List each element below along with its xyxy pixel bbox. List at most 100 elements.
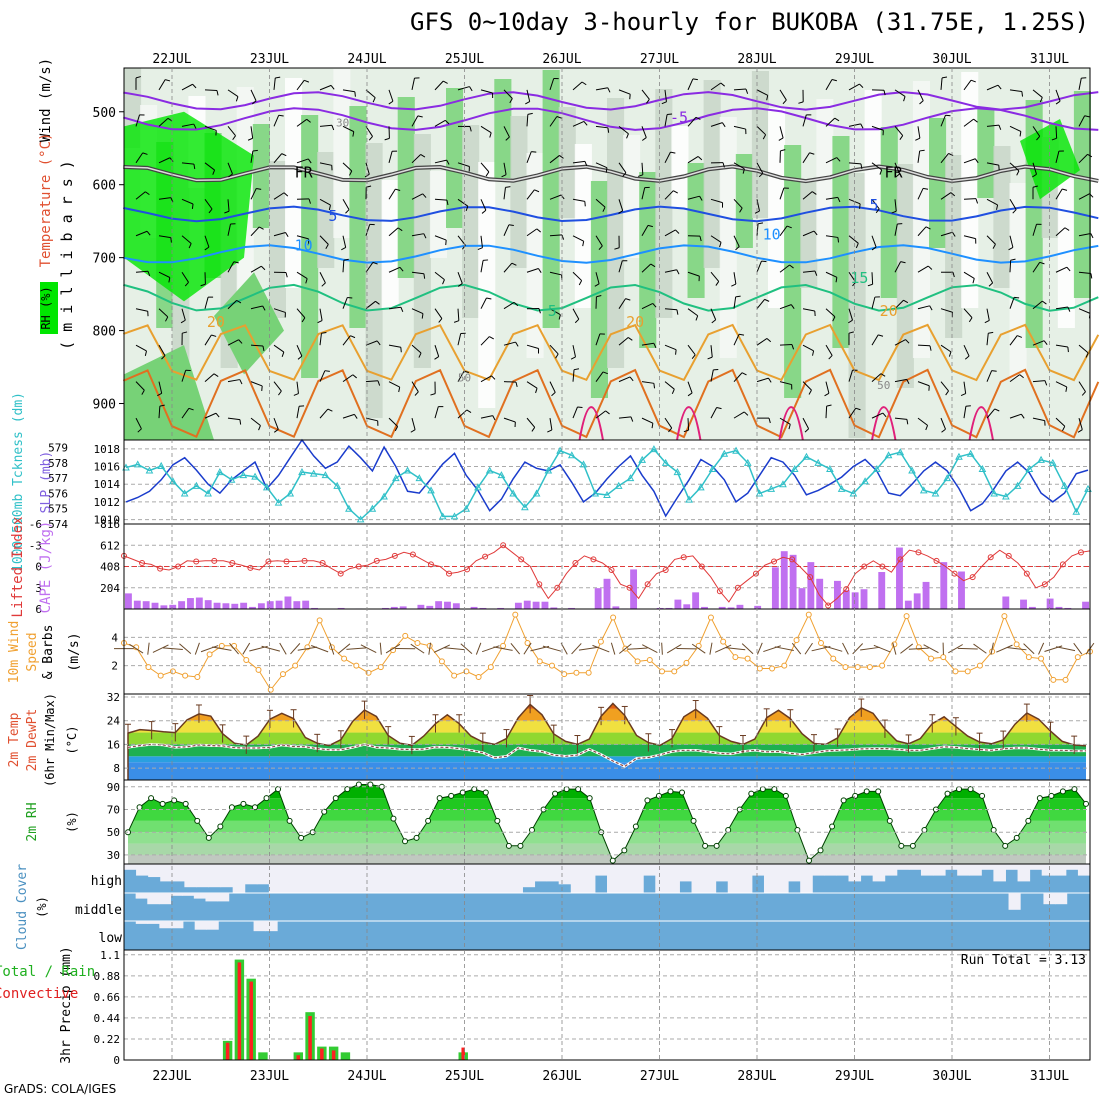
wind-barb: [411, 78, 415, 90]
wind-barb-flag: [804, 428, 809, 433]
li-point: [301, 557, 308, 564]
thickness-point: [943, 474, 952, 482]
wind-speed-point: [940, 654, 947, 661]
wind-barb: [549, 271, 562, 276]
wind-barb: [917, 381, 930, 387]
thickness-point: [708, 464, 717, 473]
wind-barb: [774, 646, 794, 652]
wind-barb-flag: [764, 298, 770, 302]
wind-barb: [641, 302, 654, 310]
wind-barb-flag: [673, 190, 678, 194]
wind-barb: [204, 296, 209, 309]
rh-cell: [703, 80, 721, 268]
cape-bar: [222, 603, 230, 609]
wind-barb: [986, 198, 998, 206]
wind-barb-flag: [191, 203, 194, 210]
rh-point: [205, 834, 212, 841]
wind-speed-point: [169, 668, 176, 675]
wind-barb-flag: [216, 90, 219, 96]
y-tick-label: 408: [100, 561, 120, 574]
contour-label: FR: [884, 163, 903, 181]
axis-label: (°C): [65, 726, 79, 755]
wind-barb: [181, 308, 186, 321]
wind-barb: [710, 235, 722, 243]
wind-barb: [710, 407, 718, 419]
cloud-cover-panel: [124, 864, 1091, 951]
precip-panel: Run Total = 3.13: [124, 953, 1090, 1061]
wind-barb-flag: [1039, 261, 1045, 265]
rh-line: [127, 784, 1087, 862]
wind-barb-flag: [637, 174, 644, 177]
wind-barb: [860, 646, 880, 651]
wind-barb: [664, 190, 674, 200]
wind-barb-flag: [629, 376, 634, 382]
y-tick-label: 24: [107, 715, 121, 728]
wind-barb: [227, 261, 235, 273]
wind-barb-flag: [559, 155, 564, 159]
cape-bar: [382, 607, 389, 609]
wind-barb: [595, 235, 603, 247]
wind-barb: [900, 643, 914, 654]
wind-barb-flag: [538, 308, 541, 314]
wind-speed-point: [903, 613, 910, 620]
cloud-gap: [206, 921, 219, 930]
temp-contour-20: [122, 323, 1100, 382]
contour-label: 20: [880, 302, 898, 320]
rh-point: [436, 795, 443, 802]
cloud-gap: [631, 864, 644, 893]
wind-barb-flag: [731, 283, 737, 287]
wind-barb: [641, 342, 654, 346]
y-tick-label: 579: [48, 442, 68, 455]
wind-barb: [279, 642, 287, 655]
wind-barb: [894, 299, 904, 310]
rh-point: [1013, 834, 1020, 841]
wind-barb-flag: [262, 305, 266, 311]
li-point: [716, 588, 723, 595]
cape-bar: [958, 571, 965, 609]
wind-barb-flag: [919, 149, 925, 152]
wind-barb-flag: [170, 237, 172, 243]
wind-barb-flag: [754, 210, 760, 214]
contour-label: 10: [295, 236, 313, 254]
wind-barb-flag: [742, 168, 745, 174]
li-point: [283, 558, 290, 565]
wind-barb: [871, 125, 884, 131]
wind-barb-flag: [423, 273, 426, 279]
wind-barb: [342, 235, 347, 248]
rh-point: [275, 786, 282, 793]
wind-barb: [664, 308, 677, 311]
wind-barb: [940, 381, 949, 392]
rh-cell: [510, 116, 528, 268]
wind-barb: [158, 271, 171, 278]
wind-barb: [963, 271, 975, 279]
wind-barb-flag: [582, 241, 585, 247]
rh-band: [128, 784, 1086, 799]
wind-barb-flag: [551, 392, 556, 397]
rh-point: [990, 826, 997, 833]
rh-cell: [961, 72, 979, 308]
wind-barb-flag: [941, 428, 946, 433]
axis-label-slp: SLP (mb): [39, 451, 54, 514]
wind-barb: [273, 381, 282, 392]
wind-barb-flag: [330, 85, 335, 90]
cloud-gap: [413, 864, 427, 893]
y-tick-label: 575: [48, 503, 68, 516]
cape-bar: [1020, 599, 1027, 609]
wind-barb: [296, 308, 306, 319]
wind-barb-flag: [384, 137, 390, 141]
wind-barb: [360, 644, 377, 653]
wind-barb: [460, 643, 473, 655]
wind-barb-flag: [281, 153, 287, 157]
wind-barb: [181, 123, 194, 127]
wind-barb: [618, 125, 629, 135]
thickness-point: [485, 466, 494, 474]
wind-barb: [940, 115, 946, 127]
wind-barb-flag: [762, 134, 767, 140]
contour-label: 5: [869, 196, 878, 214]
wind-speed-point: [573, 669, 580, 676]
li-point: [626, 584, 633, 591]
wind-speed-point: [438, 658, 445, 665]
axis-label-millibars: ( m i l l i b a r s ): [58, 160, 76, 350]
thickness-point: [239, 471, 248, 479]
